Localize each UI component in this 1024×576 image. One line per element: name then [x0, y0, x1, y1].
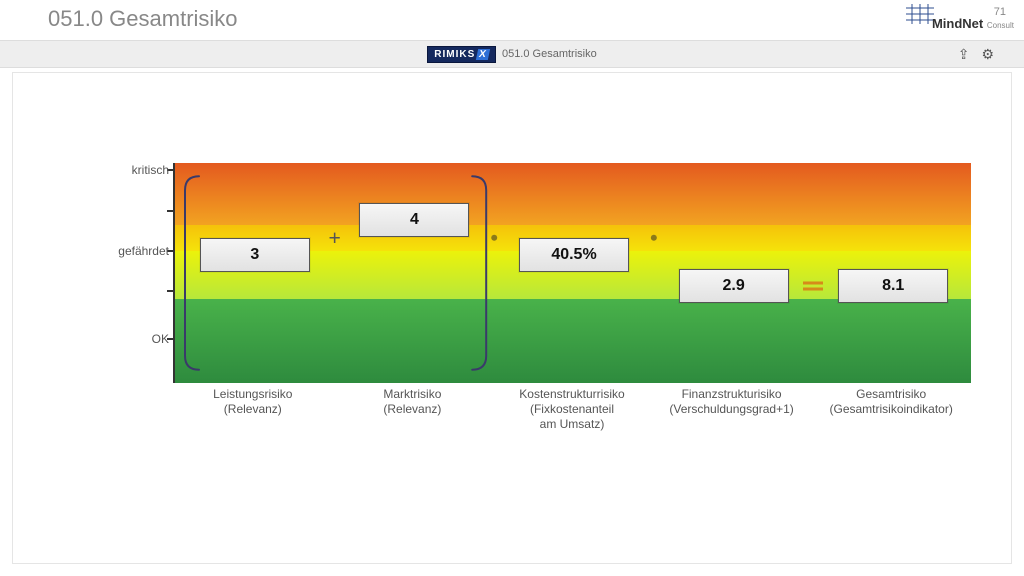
brand-sub: Consult [987, 21, 1014, 30]
y-axis-label: kritisch [79, 163, 169, 177]
chart: 3 4 40.5% 2.9 8.1 + • • Leistungsrisiko(Relevan… [73, 163, 971, 463]
x-axis-label: Gesamtrisiko(Gesamtrisikoindikator) [811, 387, 971, 432]
chart-stage: 3 4 40.5% 2.9 8.1 + • • Leistungsrisiko(Relevan… [12, 72, 1012, 564]
app-logo: RIMIKSX [427, 46, 496, 63]
toolbar: RIMIKSX 051.0 Gesamtrisiko ⇪ ⚙ [0, 40, 1024, 68]
plot-area: 3 4 40.5% 2.9 8.1 + • • [173, 163, 971, 383]
risk-band [175, 299, 971, 383]
app-logo-text: RIMIKS [434, 49, 475, 60]
operator: + [328, 225, 341, 251]
x-axis-label: Kostenstrukturrisiko(Fixkostenanteilam U… [492, 387, 652, 432]
y-tick [167, 290, 173, 292]
y-axis-label: OK [79, 332, 169, 346]
x-axis-label: Finanzstrukturisiko(Verschuldungsgrad+1) [652, 387, 812, 432]
toolbar-caption: 051.0 Gesamtrisiko [502, 48, 597, 60]
settings-icon[interactable]: ⚙ [981, 46, 994, 63]
y-tick [167, 210, 173, 212]
y-axis-label: gefährdet [79, 244, 169, 258]
share-icon[interactable]: ⇪ [958, 46, 970, 63]
operator [803, 282, 823, 291]
brand-grid-icon [906, 4, 934, 24]
brand-logo: MindNet Consult [932, 16, 1014, 31]
value-box: 3 [200, 238, 310, 272]
operator: • [490, 225, 498, 251]
value-box: 8.1 [838, 269, 948, 303]
slide-title: 051.0 Gesamtrisiko [48, 6, 238, 32]
value-box: 4 [359, 203, 469, 237]
brand-main: MindNet [932, 16, 983, 31]
value-box: 2.9 [679, 269, 789, 303]
operator: • [650, 225, 658, 251]
app-logo-suffix: X [476, 49, 490, 60]
x-axis-label: Leistungsrisiko(Relevanz) [173, 387, 333, 432]
value-box: 40.5% [519, 238, 629, 272]
x-axis-labels: Leistungsrisiko(Relevanz)Marktrisiko(Rel… [173, 387, 971, 432]
risk-band [175, 163, 971, 225]
x-axis-label: Marktrisiko(Relevanz) [333, 387, 493, 432]
